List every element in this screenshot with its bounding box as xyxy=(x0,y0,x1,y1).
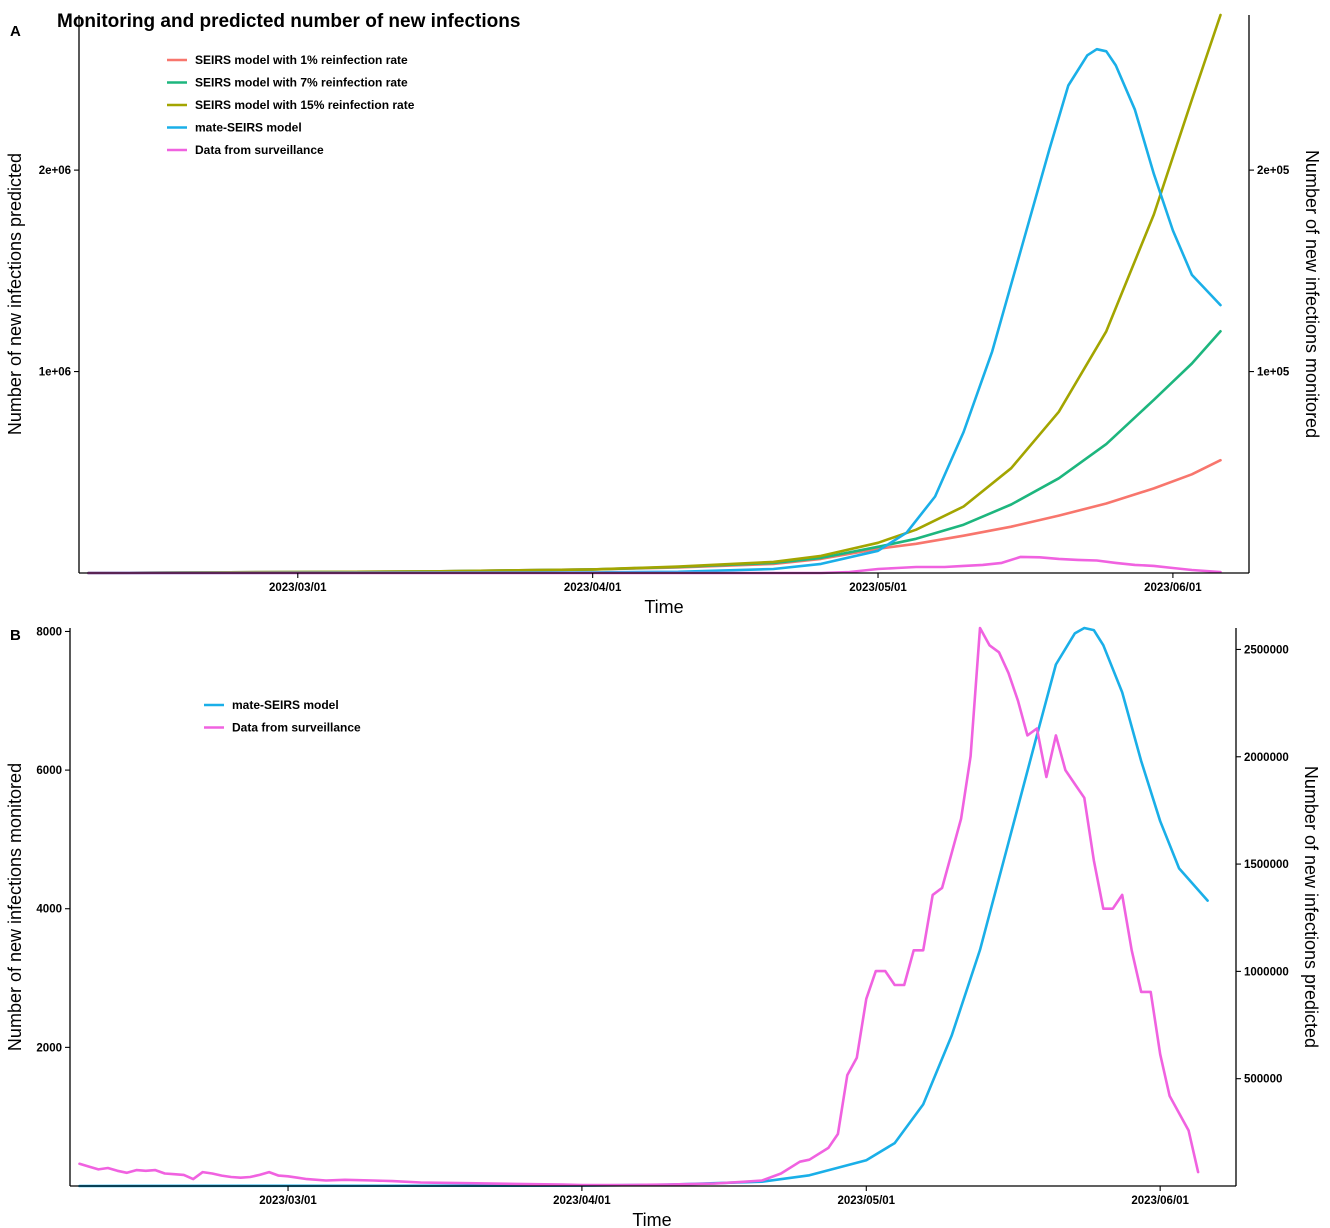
x-tick-label: 2023/03/01 xyxy=(269,582,327,594)
panel-b-right-y-axis-title: Number of new infections predicted xyxy=(1301,766,1321,1048)
right-y-tick-label: 500000 xyxy=(1244,1074,1282,1086)
panel-a-right-y-ticks: 1e+05 2e+05 xyxy=(1249,165,1290,379)
panel-a-left-y-ticks: 1e+06 2e+06 xyxy=(39,165,79,379)
right-y-tick-label: 1000000 xyxy=(1244,966,1289,978)
left-y-tick-label: 2000 xyxy=(36,1042,62,1054)
legend-label-mate-seirs-model: mate-SEIRS model xyxy=(232,698,339,712)
panel-a-right-y-axis-title: Number of new infections monitored xyxy=(1302,150,1322,438)
left-y-tick-label: 8000 xyxy=(36,626,62,638)
left-y-tick-label: 6000 xyxy=(36,765,62,777)
legend-label-seirs-model-with-7-reinfection-rate: SEIRS model with 7% reinfection rate xyxy=(195,76,408,90)
left-y-tick-label: 1e+06 xyxy=(39,367,71,379)
series-line-mate-seirs-model xyxy=(78,626,1209,1188)
x-tick-label: 2023/04/01 xyxy=(553,1195,611,1207)
series-line-seirs-model-with-1-reinfection-rate xyxy=(87,458,1222,575)
panel-b: B 2023/03/01 2023/04/01 2023/05/01 2023/06/… xyxy=(5,626,1321,1228)
panel-a-left-y-axis-title: Number of new infections predicted xyxy=(5,153,25,435)
right-y-tick-label: 2e+05 xyxy=(1257,165,1290,177)
panel-a-legend: SEIRS model with 1% reinfection rate SEIR… xyxy=(167,53,415,157)
legend-label-seirs-model-with-1-reinfection-rate: SEIRS model with 1% reinfection rate xyxy=(195,53,408,67)
legend-label-data-from-surveillance: Data from surveillance xyxy=(195,143,324,157)
series-line-seirs-model-with-15-reinfection-rate xyxy=(87,13,1222,575)
panel-b-x-axis-title: Time xyxy=(632,1210,671,1228)
series-line-data-from-surveillance xyxy=(78,626,1200,1187)
x-tick-label: 2023/06/01 xyxy=(1131,1195,1189,1207)
panel-a-x-axis-title: Time xyxy=(644,597,683,617)
x-tick-label: 2023/04/01 xyxy=(564,582,622,594)
x-tick-label: 2023/05/01 xyxy=(849,582,907,594)
x-tick-label: 2023/03/01 xyxy=(259,1195,317,1207)
series-line-mate-seirs-model xyxy=(87,47,1222,575)
panel-a-letter: A xyxy=(10,23,21,40)
panel-b-letter: B xyxy=(10,627,21,644)
left-y-tick-label: 2e+06 xyxy=(39,165,71,177)
x-tick-label: 2023/06/01 xyxy=(1144,582,1202,594)
right-y-tick-label: 2000000 xyxy=(1244,752,1289,764)
panel-b-legend: mate-SEIRS model Data from surveillance xyxy=(204,698,361,735)
legend-label-mate-seirs-model: mate-SEIRS model xyxy=(195,121,302,135)
series-line-seirs-model-with-7-reinfection-rate xyxy=(87,329,1222,575)
right-y-tick-label: 1e+05 xyxy=(1257,367,1290,379)
panel-a: A Monitoring and predicted number of new… xyxy=(5,11,1322,617)
panel-b-x-ticks: 2023/03/01 2023/04/01 2023/05/01 2023/06/01 xyxy=(259,1186,1190,1207)
panel-b-series xyxy=(78,626,1209,1188)
left-y-tick-label: 4000 xyxy=(36,904,62,916)
legend-label-data-from-surveillance: Data from surveillance xyxy=(232,721,361,735)
chart-title: Monitoring and predicted number of new i… xyxy=(57,11,520,32)
panel-a-x-ticks: 2023/03/01 2023/04/01 2023/05/01 2023/06/01 xyxy=(269,573,1202,594)
panel-b-right-y-ticks: 500000 1000000 1500000 2000000 2500000 xyxy=(1236,644,1289,1086)
series-line-data-from-surveillance xyxy=(87,555,1222,575)
x-tick-label: 2023/05/01 xyxy=(838,1195,896,1207)
right-y-tick-label: 2500000 xyxy=(1244,644,1289,656)
panel-b-left-y-axis-title: Number of new infections monitored xyxy=(5,763,25,1051)
panel-b-left-y-ticks: 2000 4000 6000 8000 xyxy=(36,626,70,1054)
right-y-tick-label: 1500000 xyxy=(1244,859,1289,871)
panel-a-series xyxy=(87,13,1222,575)
legend-label-seirs-model-with-15-reinfection-rate: SEIRS model with 15% reinfection rate xyxy=(195,98,415,112)
